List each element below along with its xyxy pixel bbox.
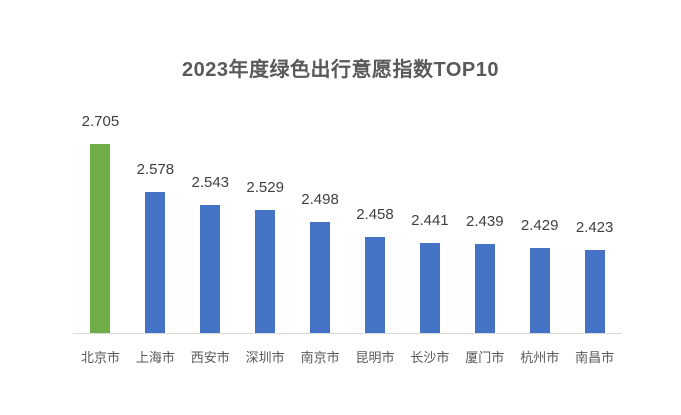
bar	[419, 243, 440, 333]
category-label: 长沙市	[410, 350, 450, 365]
category-label: 西安市	[190, 350, 230, 365]
bar	[310, 222, 331, 333]
category-axis: 北京市 上海市 西安市 深圳市 南京市 昆明市 长沙市 厦门市 杭州市 南昌市	[73, 347, 622, 366]
bar-column: 2.423	[567, 109, 622, 333]
bar	[474, 244, 495, 333]
bar-column: 2.429	[512, 109, 567, 333]
bar-value-label: 2.423	[575, 219, 614, 236]
chart-title: 2023年度绿色出行意愿指数TOP10	[182, 59, 499, 81]
bar-column: 2.529	[238, 109, 293, 333]
bar-value-label: 2.458	[356, 206, 394, 223]
bar-highlighted	[90, 144, 111, 333]
bar-columns: 2.705 2.578 2.543 2.529 2.498 2.458 2.441 2.439…	[73, 109, 622, 333]
bar-value-label: 2.429	[520, 217, 559, 234]
bar-column: 2.498	[293, 109, 348, 333]
bar	[145, 192, 166, 333]
bar	[529, 248, 550, 333]
bar	[584, 250, 605, 333]
bar-value-label: 2.578	[136, 161, 175, 178]
category-label: 南京市	[300, 350, 340, 365]
bar-column: 2.705	[73, 109, 128, 333]
bar-column: 2.439	[457, 109, 512, 333]
bar-column: 2.543	[183, 109, 238, 333]
bar-value-label: 2.705	[81, 113, 120, 130]
category-label: 厦门市	[465, 350, 505, 365]
bar-column: 2.578	[128, 109, 183, 333]
category-label: 杭州市	[520, 350, 560, 365]
bar	[200, 205, 221, 333]
bar-value-label: 2.543	[191, 174, 230, 191]
bar-column: 2.441	[402, 109, 457, 333]
x-axis-line	[73, 333, 622, 334]
category-label: 北京市	[80, 350, 120, 365]
bar	[255, 210, 276, 333]
bar-value-label: 2.529	[246, 179, 284, 196]
bar-column: 2.458	[348, 109, 403, 333]
bar-value-label: 2.441	[411, 212, 449, 229]
bar	[364, 237, 385, 333]
plot-area: 2.705 2.578 2.543 2.529 2.498 2.458 2.441 2.439…	[73, 109, 622, 365]
category-label: 上海市	[135, 350, 175, 365]
category-label: 南昌市	[575, 350, 615, 365]
bar-value-label: 2.439	[466, 213, 504, 230]
category-label: 深圳市	[245, 350, 285, 365]
category-label: 昆明市	[355, 350, 395, 365]
bar-value-label: 2.498	[301, 191, 339, 208]
